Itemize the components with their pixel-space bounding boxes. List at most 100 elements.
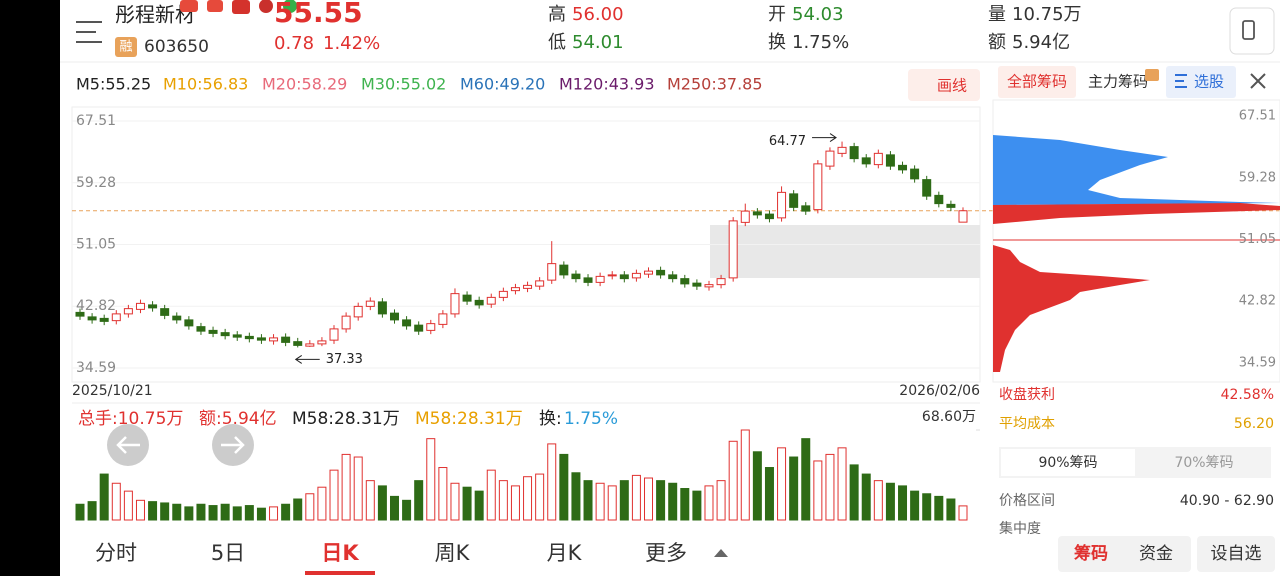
volume-bar [692, 490, 702, 521]
x-end: 2026/02/06 [899, 383, 980, 399]
next-arrow-icon [221, 436, 245, 454]
bottom-tab[interactable]: 分时 [95, 541, 137, 565]
candle-body [111, 313, 121, 322]
volume-bar [99, 473, 109, 521]
ma-legend: M30:55.02 [361, 75, 446, 94]
active-tab-indicator [305, 571, 375, 575]
action[interactable]: 筹码 [1074, 543, 1108, 564]
action[interactable]: 设自选 [1211, 544, 1262, 564]
more-caret[interactable] [714, 549, 728, 557]
draw-button-bg[interactable] [908, 69, 980, 101]
chip-tick-label: 67.51 [1239, 109, 1276, 124]
volume-bar [329, 469, 339, 521]
chip-tab[interactable]: 全部筹码 [1007, 73, 1067, 91]
lock-icon [1145, 69, 1159, 81]
candle-body [656, 269, 666, 276]
quote-value: 54.03 [792, 4, 844, 25]
bottom-tab[interactable]: 更多 [645, 541, 687, 565]
prev-arrow-icon [116, 436, 140, 454]
chip-tab-bg[interactable] [998, 66, 1076, 98]
range-label: 价格区间 [999, 493, 1055, 509]
ma-legend: M10:56.83 [163, 75, 248, 94]
change: 0.78 [274, 33, 314, 54]
candle-body [922, 179, 932, 197]
volume-bar [668, 482, 678, 521]
volume-header: M58:28.31万 [292, 409, 400, 429]
volume-bar [885, 482, 895, 521]
candle-body [595, 275, 605, 283]
volume-bar [559, 453, 569, 521]
bottom-tab[interactable]: 5日 [211, 541, 245, 565]
volume-bar [510, 485, 520, 521]
chip-tab[interactable]: 主力筹码 [1088, 73, 1148, 91]
candle-body [293, 341, 303, 346]
candle-body [232, 334, 242, 338]
bottom-tab[interactable]: 月K [547, 541, 583, 565]
quote-value: 5.94亿 [1012, 32, 1070, 53]
volume-bar [414, 480, 424, 521]
volume-bar [680, 488, 690, 521]
volume-bar [813, 460, 823, 521]
pick-icon [1175, 74, 1187, 88]
candle-body [801, 205, 811, 212]
candle-body [329, 328, 339, 341]
chip-tick-label: 34.59 [1239, 355, 1276, 370]
volume-bar [910, 490, 920, 521]
volume-bar [184, 506, 194, 521]
row-label: 平均成本 [999, 416, 1055, 432]
action[interactable]: 资金 [1139, 544, 1173, 564]
candle-body [341, 315, 351, 330]
device-icon[interactable] [1229, 7, 1275, 55]
volume-bar [111, 482, 121, 521]
chip-tick-label: 51.05 [1239, 232, 1276, 247]
candle-body [184, 319, 194, 327]
price: 55.55 [274, 0, 363, 29]
quote-label: 额 [988, 32, 1006, 53]
bottom-tab[interactable]: 日K [321, 541, 359, 565]
candle-body [571, 273, 581, 280]
candle-body [196, 326, 206, 332]
volume-bar [244, 505, 254, 521]
volume-bar [571, 472, 581, 521]
volume-bar [123, 490, 133, 521]
candle-body [208, 329, 218, 334]
toggle-active[interactable] [1001, 449, 1135, 476]
toggle[interactable]: 70%筹码 [1174, 454, 1233, 471]
candle-body [752, 211, 762, 216]
candle-body [510, 287, 520, 292]
candle-body [402, 319, 412, 327]
menu-icon[interactable] [76, 21, 102, 43]
candle-body [462, 294, 472, 302]
bottom-tab[interactable]: 周K [435, 541, 471, 565]
volume-bar [220, 503, 230, 521]
volume-bar [523, 476, 533, 521]
zone [710, 225, 980, 278]
draw-button[interactable]: 画线 [937, 77, 967, 95]
volume-bar [849, 464, 859, 521]
chip-tab[interactable]: 选股 [1194, 73, 1224, 91]
candle-body [377, 301, 387, 315]
candle-body [523, 284, 533, 289]
volume-bar [607, 485, 617, 521]
volume-bar [789, 456, 799, 521]
toggle[interactable]: 90%筹码 [1038, 454, 1097, 471]
ma-legend: M120:43.93 [559, 75, 655, 94]
candle-body [220, 332, 230, 337]
candle-body [668, 274, 678, 280]
candle-body [498, 290, 508, 298]
candle-body [583, 277, 593, 283]
candle-body [946, 203, 956, 208]
watch-bg[interactable] [1197, 536, 1275, 572]
quote-value: 54.01 [572, 32, 624, 53]
candle-body [87, 316, 97, 321]
volume-bar [317, 486, 327, 521]
volume-bar [801, 438, 811, 521]
volume-bar [946, 498, 956, 521]
candle-body [317, 340, 327, 345]
volume-bar [535, 473, 545, 521]
close-icon[interactable] [1250, 73, 1266, 89]
candle-body [365, 300, 375, 307]
chip-shape-up [993, 135, 1280, 205]
volume-bar [704, 485, 714, 521]
